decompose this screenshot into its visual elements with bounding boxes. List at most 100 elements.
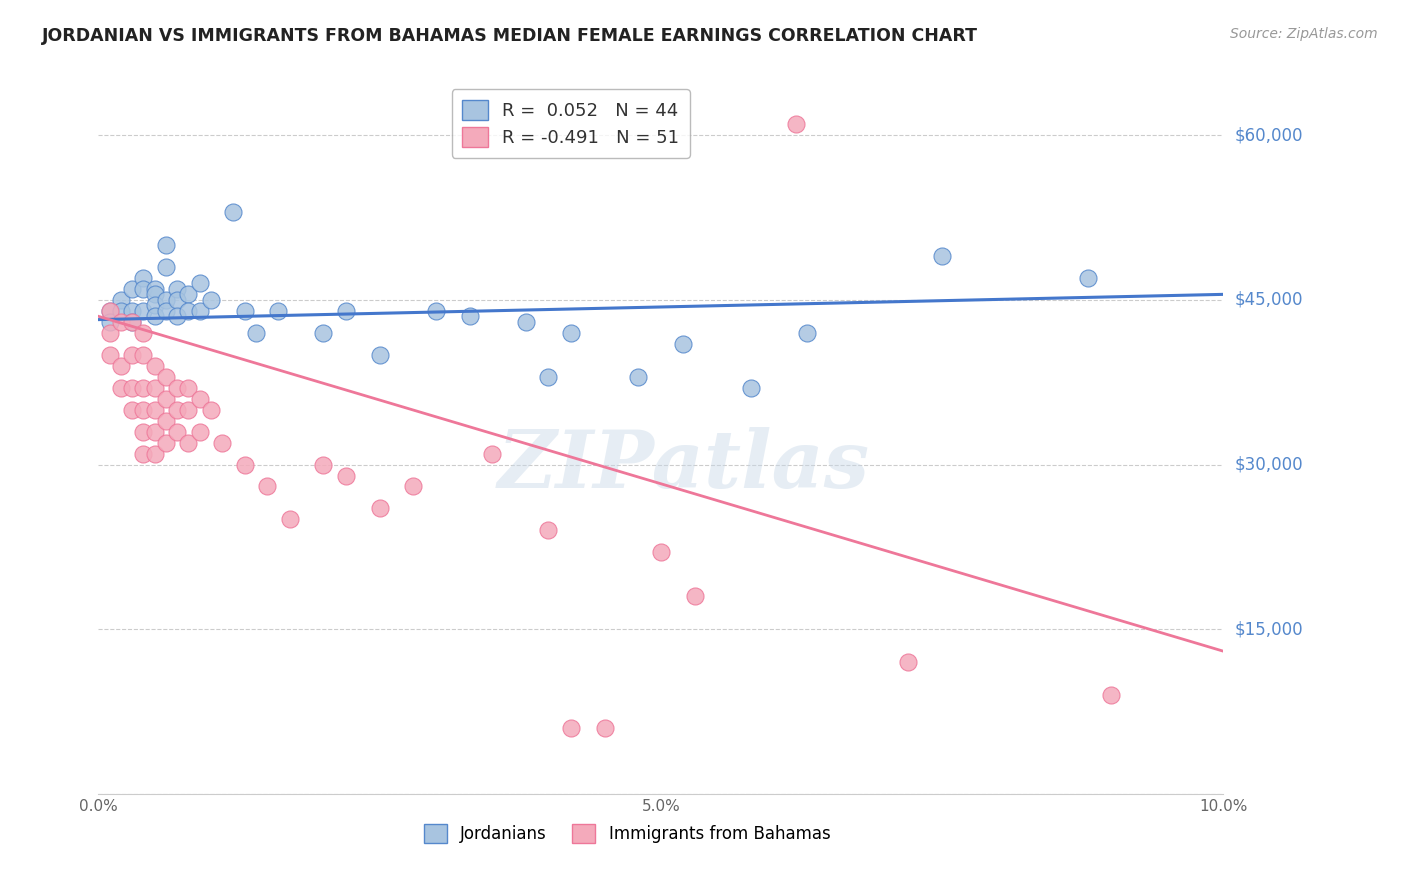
Point (132, 446, 155, 460)
Point (155, 435, 177, 450)
Point (200, 293, 222, 307)
Point (143, 282, 166, 296)
Point (278, 512, 301, 526)
Point (537, 369, 560, 384)
Point (143, 359, 166, 373)
Point (155, 260, 177, 274)
Text: $60,000: $60,000 (1234, 126, 1303, 145)
Point (155, 369, 177, 384)
Point (132, 282, 155, 296)
Point (110, 303, 132, 318)
Point (166, 381, 188, 395)
Text: Source: ZipAtlas.com: Source: ZipAtlas.com (1230, 27, 1378, 41)
Point (98, 315, 121, 329)
Point (627, 369, 650, 384)
Point (110, 315, 132, 329)
Point (335, 303, 357, 318)
Point (233, 303, 256, 318)
Point (683, 589, 706, 603)
Point (166, 402, 188, 417)
Point (121, 315, 143, 329)
Point (672, 336, 695, 351)
Point (132, 348, 155, 362)
Point (177, 381, 200, 395)
Point (1077, 271, 1099, 285)
Point (312, 326, 335, 340)
Point (425, 303, 447, 318)
Point (132, 303, 155, 318)
Point (132, 381, 155, 395)
Point (188, 425, 211, 439)
Point (740, 381, 762, 395)
Point (121, 282, 143, 296)
Point (143, 425, 166, 439)
Point (166, 310, 188, 324)
Point (132, 326, 155, 340)
Point (560, 721, 582, 735)
Point (200, 402, 222, 417)
Point (267, 303, 290, 318)
Point (132, 402, 155, 417)
Point (177, 287, 200, 301)
Point (121, 402, 143, 417)
Point (143, 402, 166, 417)
Point (335, 468, 357, 483)
Point (110, 381, 132, 395)
Point (166, 282, 188, 296)
Point (177, 435, 200, 450)
Point (402, 479, 425, 493)
Point (143, 381, 166, 395)
Point (121, 315, 143, 329)
Point (98, 303, 121, 318)
Point (931, 249, 953, 263)
Point (188, 277, 211, 291)
Legend: Jordanians, Immigrants from Bahamas: Jordanians, Immigrants from Bahamas (418, 818, 837, 850)
Point (188, 392, 211, 406)
Point (593, 721, 616, 735)
Point (796, 326, 818, 340)
Point (1099, 688, 1122, 702)
Text: $15,000: $15,000 (1234, 620, 1303, 638)
Point (143, 287, 166, 301)
Point (98, 348, 121, 362)
Point (143, 298, 166, 312)
Text: $45,000: $45,000 (1234, 291, 1303, 309)
Point (233, 458, 256, 472)
Point (458, 310, 481, 324)
Point (166, 293, 188, 307)
Point (481, 446, 503, 460)
Text: JORDANIAN VS IMMIGRANTS FROM BAHAMAS MEDIAN FEMALE EARNINGS CORRELATION CHART: JORDANIAN VS IMMIGRANTS FROM BAHAMAS MED… (42, 27, 979, 45)
Point (155, 293, 177, 307)
Point (132, 271, 155, 285)
Text: ZIPatlas: ZIPatlas (498, 427, 869, 504)
Point (177, 402, 200, 417)
Point (537, 524, 560, 538)
Point (222, 205, 245, 219)
Point (368, 501, 391, 516)
Point (155, 414, 177, 428)
Point (110, 293, 132, 307)
Point (155, 303, 177, 318)
Point (312, 458, 335, 472)
Point (177, 303, 200, 318)
Point (560, 326, 582, 340)
Point (143, 446, 166, 460)
Point (132, 425, 155, 439)
Point (211, 435, 233, 450)
Point (110, 359, 132, 373)
Point (166, 425, 188, 439)
Point (650, 545, 672, 559)
Point (121, 303, 143, 318)
Point (897, 655, 920, 669)
Point (785, 117, 807, 131)
Point (155, 238, 177, 252)
Point (143, 310, 166, 324)
Point (188, 303, 211, 318)
Point (155, 392, 177, 406)
Point (98, 326, 121, 340)
Point (368, 348, 391, 362)
Point (245, 326, 267, 340)
Point (98, 303, 121, 318)
Point (515, 315, 537, 329)
Point (121, 381, 143, 395)
